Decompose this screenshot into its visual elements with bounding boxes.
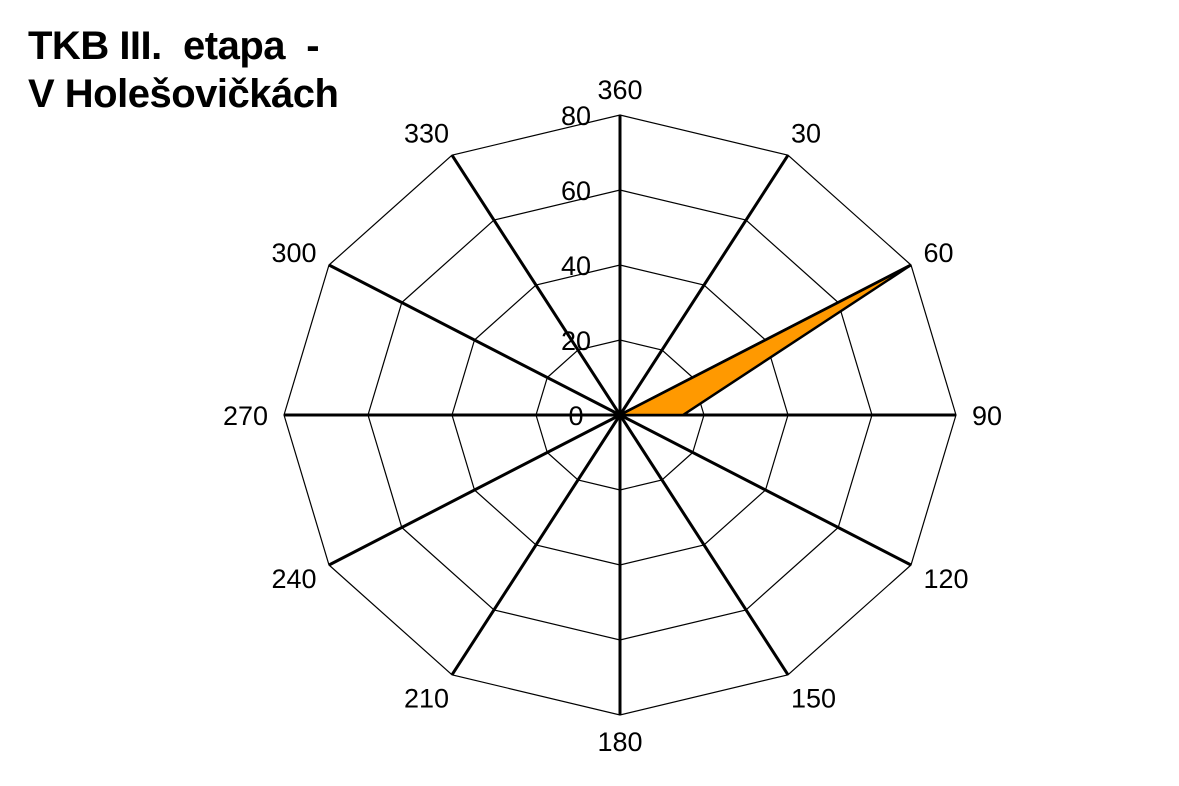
chart-title-line-2: V Holešovičkách [28, 72, 339, 116]
direction-label-180: 180 [597, 727, 642, 757]
spoke-210 [450, 414, 622, 676]
series-area-0 [619, 263, 912, 417]
direction-label-300: 300 [271, 238, 316, 268]
direction-label-330: 330 [404, 119, 449, 149]
spoke-330 [450, 154, 622, 416]
spoke-120 [619, 413, 912, 567]
spoke-240 [328, 413, 621, 567]
direction-label-270: 270 [223, 401, 268, 431]
direction-label-30: 30 [791, 119, 821, 149]
radial-tick-label-80: 80 [561, 101, 591, 131]
spoke-150 [618, 414, 790, 676]
radial-tick-label-20: 20 [561, 326, 591, 356]
radial-tick-label-60: 60 [561, 176, 591, 206]
direction-label-90: 90 [972, 401, 1002, 431]
radial-tick-label-0: 0 [568, 401, 583, 431]
direction-label-150: 150 [791, 683, 836, 713]
chart-title: TKB III. etapa - V Holešovičkách [28, 22, 339, 118]
spoke-30 [618, 154, 790, 416]
direction-label-60: 60 [924, 238, 954, 268]
spoke-300 [328, 263, 621, 417]
series-layer [619, 263, 912, 417]
direction-label-360: 360 [597, 75, 642, 105]
direction-labels: 360 30 60 90 120 150 180 210 240 270 300 330 [223, 75, 1002, 757]
direction-label-120: 120 [924, 564, 969, 594]
radial-tick-labels: 0 20 40 60 80 [561, 101, 591, 431]
direction-label-240: 240 [271, 564, 316, 594]
direction-label-210: 210 [404, 683, 449, 713]
chart-title-line-1: TKB III. etapa - [28, 24, 320, 68]
radial-tick-label-40: 40 [561, 251, 591, 281]
